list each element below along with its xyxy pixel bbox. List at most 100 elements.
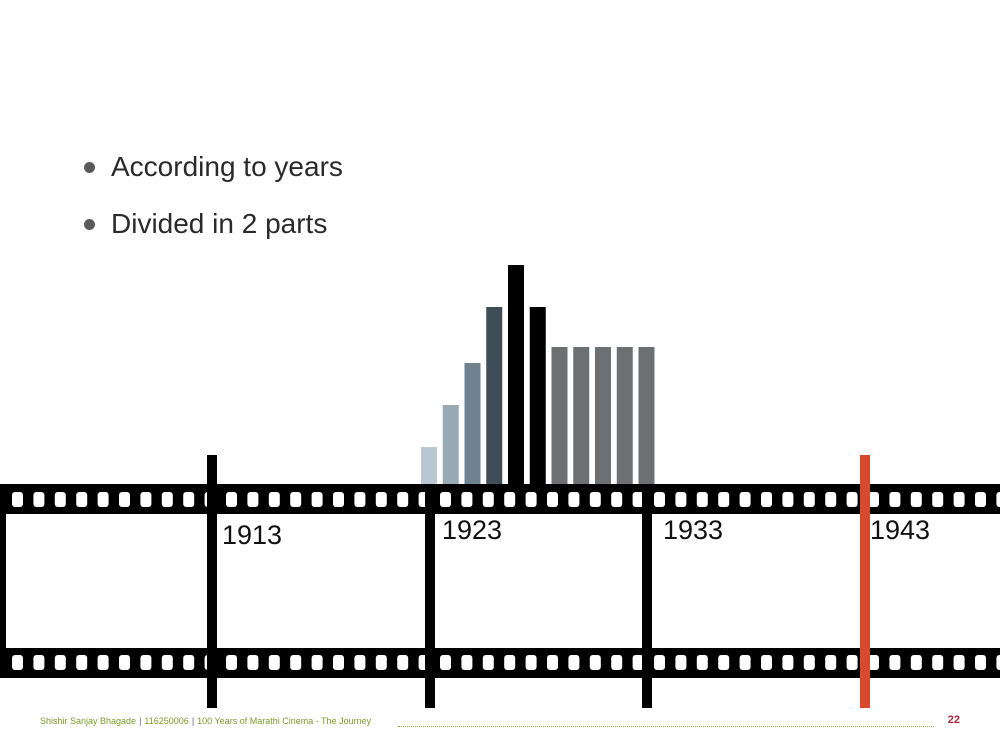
- sprocket-hole: [675, 655, 687, 670]
- sprocket-hole: [33, 492, 45, 507]
- sprocket-hole: [547, 655, 558, 670]
- sprocket-hole: [226, 492, 237, 507]
- sprocket-hole: [589, 492, 601, 507]
- bar: [529, 307, 546, 485]
- sprocket-hole: [183, 492, 195, 507]
- sprocket-hole: [268, 655, 280, 670]
- footer: Shishir Sanjay Bhagade | 116250006 | 100 Yea…: [40, 714, 960, 732]
- sprocket-hole: [354, 492, 366, 507]
- sprocket-hole: [568, 655, 580, 670]
- sprocket-hole: [889, 655, 901, 670]
- sprocket-hole: [611, 492, 623, 507]
- sprocket-hole: [290, 492, 302, 507]
- bar: [421, 447, 437, 485]
- sprocket-hole: [525, 492, 537, 507]
- bar: [508, 265, 524, 485]
- footer-title: 100 Years of Marathi Cinema - The Journe…: [197, 716, 372, 726]
- sprocket-hole: [33, 655, 45, 670]
- sprocket-hole: [589, 655, 601, 670]
- footer-id: 116250006: [144, 716, 189, 726]
- sprocket-hole: [761, 655, 772, 670]
- sprocket-hole: [440, 492, 451, 507]
- sprocket-hole: [632, 655, 644, 670]
- sprocket-hole: [654, 492, 665, 507]
- sprocket-hole: [504, 492, 516, 507]
- sprocket-hole: [354, 655, 366, 670]
- sprocket-hole: [268, 492, 280, 507]
- sprocket-hole: [975, 655, 986, 670]
- sprocket-hole: [12, 655, 23, 670]
- sprocket-hole: [739, 655, 751, 670]
- sprocket-hole: [97, 492, 109, 507]
- sprocket-hole: [825, 655, 837, 670]
- bullet-dot-icon: [84, 219, 95, 230]
- bar: [551, 347, 568, 485]
- page-number: 22: [947, 714, 960, 726]
- sprocket-hole: [140, 655, 152, 670]
- sprocket-hole: [611, 655, 623, 670]
- sprocket-hole: [290, 655, 302, 670]
- footer-separator: |: [191, 716, 195, 726]
- year-label: 1943: [870, 515, 930, 545]
- sprocket-hole: [183, 655, 195, 670]
- sprocket-hole: [846, 492, 858, 507]
- footer-author: Shishir Sanjay Bhagade: [40, 716, 137, 726]
- sprocket-hole: [782, 655, 794, 670]
- film-strip: [0, 484, 1000, 678]
- sprocket-hole: [568, 492, 580, 507]
- sprocket-hole: [247, 492, 259, 507]
- year-marker-line: [425, 484, 435, 708]
- sprocket-hole: [140, 492, 152, 507]
- sprocket-hole: [333, 492, 344, 507]
- sprocket-hole: [632, 492, 644, 507]
- sprocket-hole: [953, 655, 965, 670]
- sprocket-hole: [868, 492, 879, 507]
- sprocket-hole: [675, 492, 687, 507]
- sprocket-hole: [461, 655, 473, 670]
- sprocket-hole: [226, 655, 237, 670]
- sprocket-hole: [311, 492, 323, 507]
- sprocket-hole: [397, 492, 409, 507]
- bullet-item: Divided in 2 parts: [82, 203, 343, 260]
- sprocket-hole: [97, 655, 109, 670]
- sprocket-hole: [696, 492, 708, 507]
- sprocket-hole: [761, 492, 772, 507]
- sprocket-hole: [825, 492, 837, 507]
- sprocket-hole: [54, 655, 66, 670]
- year-marker-line: [642, 484, 652, 708]
- bar: [638, 347, 655, 485]
- sprocket-hole: [932, 492, 944, 507]
- sprocket-hole: [76, 492, 88, 507]
- sprocket-hole: [547, 492, 558, 507]
- bullet-text: According to years: [111, 151, 343, 182]
- sprocket-hole: [161, 655, 173, 670]
- year-marker-line: [207, 455, 217, 708]
- sprocket-hole: [525, 655, 537, 670]
- sprocket-hole: [161, 492, 173, 507]
- sprocket-hole: [996, 492, 1000, 507]
- footer-leader: [398, 726, 934, 727]
- sprocket-hole: [504, 655, 516, 670]
- footer-separator: |: [139, 716, 142, 726]
- year-label: 1913: [222, 520, 282, 550]
- sprocket-hole: [119, 655, 130, 670]
- bar-cluster: [421, 265, 655, 485]
- sprocket-hole: [718, 655, 730, 670]
- sprocket-hole: [953, 492, 965, 507]
- year-marker-line: [860, 455, 870, 708]
- year-markers: [207, 455, 870, 708]
- sprocket-hole: [247, 655, 259, 670]
- sprocket-hole: [54, 492, 66, 507]
- sprocket-hole: [461, 492, 473, 507]
- bullet-dot-icon: [84, 162, 95, 173]
- bullet-list: According to years Divided in 2 parts: [82, 146, 343, 260]
- sprocket-hole: [718, 492, 730, 507]
- sprocket-hole: [868, 655, 879, 670]
- sprocket-hole: [910, 492, 922, 507]
- bar: [595, 347, 611, 485]
- bullet-item: According to years: [82, 146, 343, 203]
- sprocket-hole: [333, 655, 344, 670]
- sprocket-hole: [12, 492, 23, 507]
- year-label: 1923: [442, 515, 502, 545]
